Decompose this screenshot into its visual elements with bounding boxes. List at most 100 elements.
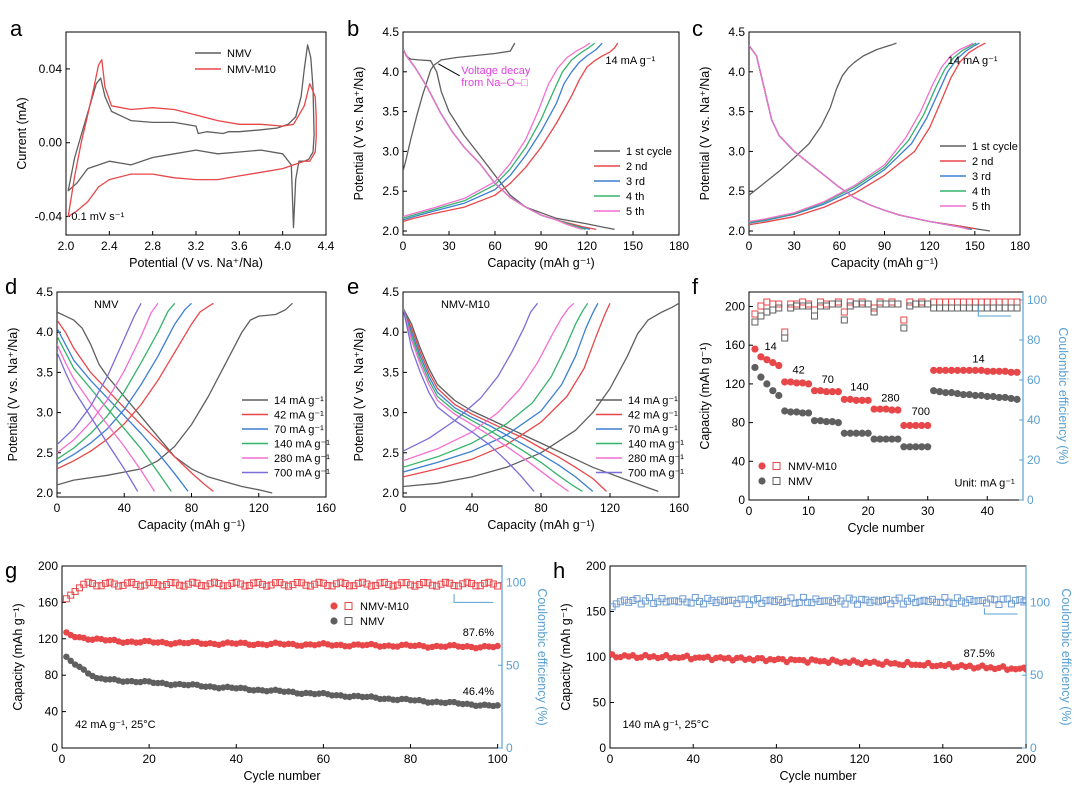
x-tick-label: 0: [746, 504, 753, 518]
data-point-open: [936, 304, 944, 312]
data-point-open: [302, 581, 310, 589]
data-point-open: [84, 578, 92, 586]
data-point-open: [989, 304, 997, 312]
x-tick-label: 60: [317, 752, 331, 766]
data-point-open: [633, 595, 641, 603]
data-point: [757, 373, 765, 381]
y-tick-label: 4.0: [382, 65, 399, 79]
y-tick-label: 2.0: [728, 224, 745, 238]
y-tick-label: 4.0: [728, 65, 745, 79]
data-point-open: [350, 582, 358, 590]
data-point-open: [816, 298, 824, 306]
data-point-open: [298, 579, 306, 587]
data-point: [864, 396, 872, 404]
legend-label: 14 mA g⁻¹: [628, 395, 678, 407]
data-point: [775, 361, 783, 370]
annotation: 70: [822, 374, 834, 386]
y-axis-label: Capacity (mAh g⁻¹): [698, 342, 712, 449]
legend: 1 st cycle 2 nd 3 rd 4 th 5 th: [940, 141, 1018, 213]
data-point: [876, 435, 884, 443]
series-NMV-M10-CE: [751, 298, 1021, 336]
x-tick-label: 0: [607, 752, 614, 766]
panel-b: b 0 30 60 90 120 150 180 2.0 2.5 3.0 3.5 4.0 4.5 Capac…: [347, 16, 689, 270]
data-point: [876, 405, 884, 413]
series-line-42-d: [57, 319, 214, 492]
y-tick-label: 3.5: [382, 105, 399, 119]
series-line-2-nd: [403, 42, 619, 223]
series-NMV-M10: [751, 345, 1021, 430]
data-point-open: [912, 599, 920, 607]
data-point-open: [864, 300, 872, 308]
annotation: NMV-M10: [441, 299, 490, 311]
data-point-open: [206, 580, 214, 588]
data-point-open: [241, 582, 249, 590]
data-point-open: [775, 300, 783, 308]
x-tick-label: 40: [687, 752, 701, 766]
legend-label: NMV: [227, 48, 252, 60]
y-tick-label: 100: [586, 650, 606, 664]
y2-tick-label: 60: [1027, 373, 1041, 387]
series-line-1-st-cycle: [403, 42, 516, 172]
data-point: [941, 366, 950, 374]
series-NMV: [751, 363, 1021, 451]
y-tick-label: 4.5: [36, 285, 53, 299]
legend-label: 3 rd: [626, 176, 645, 188]
x-tick-label: 20: [142, 752, 156, 766]
data-point-open: [811, 306, 819, 314]
data-point-open: [808, 599, 816, 607]
data-point-open: [476, 582, 484, 590]
data-point-open: [119, 581, 127, 589]
data-point: [959, 390, 968, 399]
data-point-open: [271, 579, 279, 587]
x-tick-label: 30: [921, 504, 935, 518]
data-point-open: [385, 580, 393, 588]
data-point-open: [424, 579, 432, 587]
data-point-open: [959, 298, 967, 306]
data-point-open: [376, 579, 384, 587]
data-point-open: [894, 300, 902, 308]
plot-frame: [65, 31, 327, 236]
series-line-4-th: [749, 42, 977, 223]
data-point-open: [141, 581, 149, 589]
data-point: [793, 408, 801, 416]
panel-letter-a: a: [10, 16, 23, 41]
data-point-open: [822, 300, 830, 308]
data-point-open: [450, 582, 458, 590]
data-point-open: [459, 580, 467, 588]
data-point-open: [158, 582, 166, 590]
y-tick-label: 40: [45, 705, 59, 719]
data-point-open: [110, 580, 118, 588]
data-point-open: [999, 595, 1007, 603]
data-point: [1001, 367, 1009, 375]
legend-label: 700 mA g⁻¹: [274, 468, 330, 480]
data-point-open: [276, 579, 284, 587]
axis-pointer-arrow: [983, 608, 1018, 615]
annotation: 46.4%: [463, 686, 494, 698]
x-axis-label: Cycle number: [243, 769, 320, 783]
plot-area: [751, 298, 1021, 451]
data-point: [828, 418, 836, 426]
y-tick-label: 2.0: [382, 224, 399, 238]
legend: 14 mA g⁻¹ 42 mA g⁻¹ 70 mA g⁻¹ 140 mA g⁻¹ 280…: [596, 395, 684, 480]
x-axis-label: Capacity (mAh g⁻¹): [831, 256, 938, 270]
annotation: Unit: mA g⁻¹: [955, 477, 1016, 489]
legend-label: NMV-M10: [788, 461, 837, 473]
panel-c: c 0 30 60 90 120 150 180 2.0 2.5 3.0 3.5 4.0 4.5 Capac…: [692, 16, 1030, 270]
series-line-700-mA-g⁻¹: [57, 302, 142, 446]
data-point: [858, 429, 866, 437]
y-axis-label: Potential (V vs. Na⁺/Na): [6, 328, 20, 462]
data-point-open: [337, 578, 345, 586]
data-point-open: [751, 318, 759, 326]
data-point: [763, 380, 771, 388]
data-point-open: [870, 308, 878, 316]
y2-axis-label: Coulombic efficiency (%): [535, 588, 549, 725]
data-point: [494, 642, 501, 650]
data-point-open: [215, 580, 223, 588]
data-point-open: [289, 581, 297, 589]
data-point-open: [132, 580, 140, 588]
y-tick-label: 150: [586, 605, 606, 619]
plot-area: [403, 302, 679, 493]
y-tick-label: 2.5: [382, 446, 399, 460]
data-point-open: [900, 316, 908, 324]
